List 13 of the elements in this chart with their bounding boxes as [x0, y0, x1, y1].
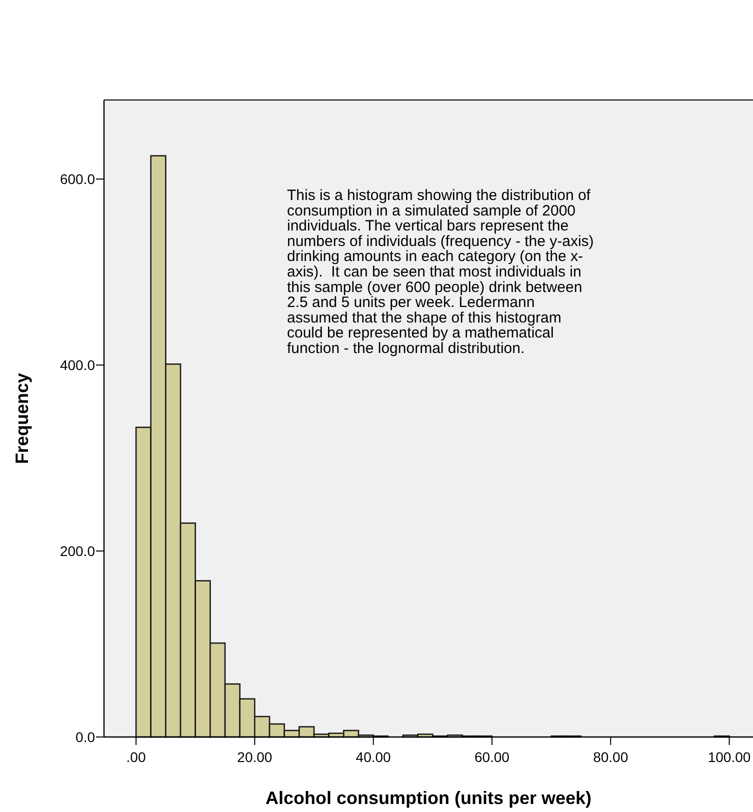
x-axis-title: Alcohol consumption (units per week) [265, 788, 592, 808]
x-tick-label: 40.00 [356, 749, 392, 765]
x-tick-label: 80.00 [593, 749, 628, 765]
y-tick-label: 0.0 [76, 728, 96, 745]
x-tick-label: .00 [126, 749, 146, 765]
text: This is a histogram showing the distribution of consumption in a simulated sample of 2000 individuals. The vertical bars represent the numbers of individuals (frequency - the y-axis) drinking amounts in each category (on the x- axis). It can be seen that most individuals in this sample (over 600 people) drink between 2.5 and 5 units per week. Ledermann assumed that the shape of this histogram could be represented by a mathematical function - the lognormal distribution. [287, 187, 594, 357]
x-tick-label: 20.00 [237, 749, 272, 765]
y-axis-title: Frequency [12, 372, 32, 464]
y-tick-label: 600.0 [60, 170, 96, 187]
y-tick-label: 400.0 [60, 356, 96, 373]
y-tick-label: 200.0 [60, 542, 96, 559]
x-tick-label: 60.00 [474, 749, 510, 765]
x-tick-label: 100.00 [708, 749, 751, 765]
